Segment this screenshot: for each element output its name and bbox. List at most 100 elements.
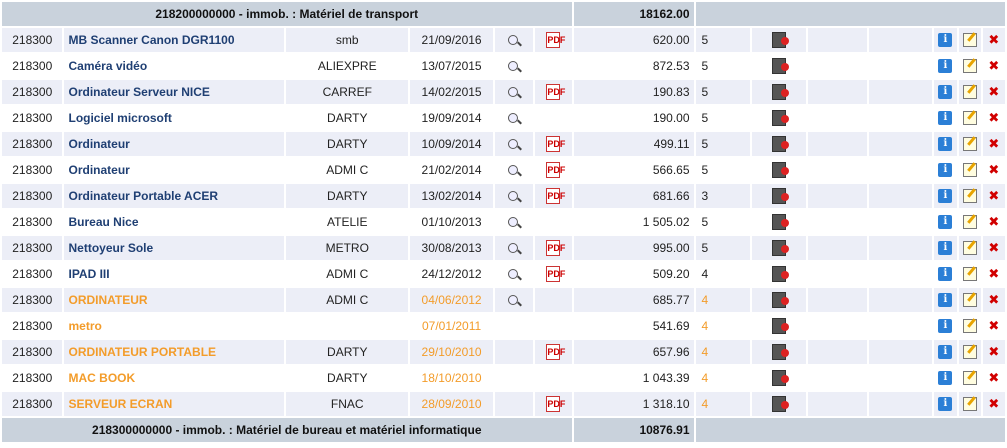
info-icon[interactable]: i bbox=[938, 137, 953, 152]
delete-icon[interactable]: ✖ bbox=[988, 110, 1000, 126]
delete-icon[interactable]: ✖ bbox=[988, 32, 1000, 48]
magnifier-icon[interactable] bbox=[508, 294, 523, 307]
delete-icon[interactable]: ✖ bbox=[988, 214, 1000, 230]
edit-icon[interactable] bbox=[962, 293, 977, 308]
pdf-icon[interactable]: PDF bbox=[546, 344, 565, 360]
pdf-icon[interactable]: PDF bbox=[546, 162, 565, 178]
edit-icon[interactable] bbox=[962, 267, 977, 282]
edit-icon[interactable] bbox=[962, 163, 977, 178]
asset-name[interactable]: metro bbox=[64, 314, 285, 338]
document-icon[interactable] bbox=[772, 266, 790, 282]
info-icon[interactable]: i bbox=[938, 215, 953, 230]
info-icon[interactable]: i bbox=[938, 293, 953, 308]
document-icon[interactable] bbox=[772, 84, 790, 100]
delete-icon[interactable]: ✖ bbox=[988, 370, 1000, 386]
delete-icon[interactable]: ✖ bbox=[988, 344, 1000, 360]
info-icon[interactable]: i bbox=[938, 189, 953, 204]
delete-icon[interactable]: ✖ bbox=[988, 292, 1000, 308]
delete-icon[interactable]: ✖ bbox=[988, 84, 1000, 100]
magnifier-icon[interactable] bbox=[508, 190, 523, 203]
magnifier-icon[interactable] bbox=[508, 138, 523, 151]
pdf-icon[interactable]: PDF bbox=[546, 266, 565, 282]
delete-icon[interactable]: ✖ bbox=[988, 396, 1000, 412]
asset-name[interactable]: Ordinateur Portable ACER bbox=[64, 184, 285, 208]
document-icon[interactable] bbox=[772, 240, 790, 256]
magnifier-icon[interactable] bbox=[508, 112, 523, 125]
document-icon[interactable] bbox=[772, 214, 790, 230]
delete-icon[interactable]: ✖ bbox=[988, 240, 1000, 256]
delete-icon[interactable]: ✖ bbox=[988, 266, 1000, 282]
document-icon[interactable] bbox=[772, 188, 790, 204]
document-icon[interactable] bbox=[772, 318, 790, 334]
edit-icon[interactable] bbox=[962, 241, 977, 256]
table-row: 218300 Ordinateur ADMI C 21/02/2014 PDF … bbox=[2, 158, 1005, 182]
asset-name[interactable]: MAC BOOK bbox=[64, 366, 285, 390]
edit-icon[interactable] bbox=[962, 189, 977, 204]
edit-icon[interactable] bbox=[962, 215, 977, 230]
asset-name[interactable]: Logiciel microsoft bbox=[64, 106, 285, 130]
asset-name[interactable]: Ordinateur Serveur NICE bbox=[64, 80, 285, 104]
document-icon[interactable] bbox=[772, 292, 790, 308]
pdf-icon[interactable]: PDF bbox=[546, 396, 565, 412]
document-icon[interactable] bbox=[772, 32, 790, 48]
pdf-icon[interactable]: PDF bbox=[546, 84, 565, 100]
notes-cell-2 bbox=[868, 158, 933, 182]
magnifier-icon[interactable] bbox=[508, 268, 523, 281]
pdf-icon[interactable]: PDF bbox=[546, 32, 565, 48]
delete-icon[interactable]: ✖ bbox=[988, 58, 1000, 74]
document-cell bbox=[751, 28, 807, 52]
delete-icon[interactable]: ✖ bbox=[988, 318, 1000, 334]
edit-icon[interactable] bbox=[962, 85, 977, 100]
account-code: 218300 bbox=[2, 366, 63, 390]
magnifier-icon[interactable] bbox=[508, 34, 523, 47]
info-icon[interactable]: i bbox=[938, 59, 953, 74]
edit-icon[interactable] bbox=[962, 111, 977, 126]
notes-cell bbox=[808, 80, 867, 104]
asset-name[interactable]: ORDINATEUR PORTABLE bbox=[64, 340, 285, 364]
edit-icon[interactable] bbox=[962, 345, 977, 360]
info-icon[interactable]: i bbox=[938, 319, 953, 334]
asset-name[interactable]: Nettoyeur Sole bbox=[64, 236, 285, 260]
asset-name[interactable]: Caméra vidéo bbox=[64, 54, 285, 78]
edit-icon[interactable] bbox=[962, 59, 977, 74]
edit-icon[interactable] bbox=[962, 33, 977, 48]
magnifier-icon[interactable] bbox=[508, 242, 523, 255]
info-icon[interactable]: i bbox=[938, 345, 953, 360]
document-icon[interactable] bbox=[772, 58, 790, 74]
pdf-icon[interactable]: PDF bbox=[546, 240, 565, 256]
edit-icon[interactable] bbox=[962, 371, 977, 386]
asset-name[interactable]: MB Scanner Canon DGR1100 bbox=[64, 28, 285, 52]
info-icon[interactable]: i bbox=[938, 85, 953, 100]
asset-name[interactable]: Bureau Nice bbox=[64, 210, 285, 234]
asset-name[interactable]: SERVEUR ECRAN bbox=[64, 392, 285, 416]
magnifier-icon[interactable] bbox=[508, 164, 523, 177]
document-icon[interactable] bbox=[772, 344, 790, 360]
edit-icon[interactable] bbox=[962, 319, 977, 334]
document-icon[interactable] bbox=[772, 162, 790, 178]
info-icon[interactable]: i bbox=[938, 33, 953, 48]
delete-icon[interactable]: ✖ bbox=[988, 188, 1000, 204]
info-icon[interactable]: i bbox=[938, 397, 953, 412]
pdf-icon[interactable]: PDF bbox=[546, 188, 565, 204]
info-icon[interactable]: i bbox=[938, 163, 953, 178]
pdf-icon[interactable]: PDF bbox=[546, 136, 565, 152]
magnifier-icon[interactable] bbox=[508, 86, 523, 99]
info-icon[interactable]: i bbox=[938, 371, 953, 386]
document-icon[interactable] bbox=[772, 396, 790, 412]
asset-name[interactable]: Ordinateur bbox=[64, 132, 285, 156]
info-icon[interactable]: i bbox=[938, 241, 953, 256]
delete-icon[interactable]: ✖ bbox=[988, 162, 1000, 178]
edit-icon[interactable] bbox=[962, 397, 977, 412]
magnifier-icon[interactable] bbox=[508, 60, 523, 73]
delete-icon[interactable]: ✖ bbox=[988, 136, 1000, 152]
magnifier-icon[interactable] bbox=[508, 216, 523, 229]
info-icon[interactable]: i bbox=[938, 267, 953, 282]
document-icon[interactable] bbox=[772, 110, 790, 126]
asset-name[interactable]: Ordinateur bbox=[64, 158, 285, 182]
edit-icon[interactable] bbox=[962, 137, 977, 152]
info-icon[interactable]: i bbox=[938, 111, 953, 126]
document-icon[interactable] bbox=[772, 370, 790, 386]
asset-name[interactable]: IPAD III bbox=[64, 262, 285, 286]
asset-name[interactable]: ORDINATEUR bbox=[64, 288, 285, 312]
document-icon[interactable] bbox=[772, 136, 790, 152]
